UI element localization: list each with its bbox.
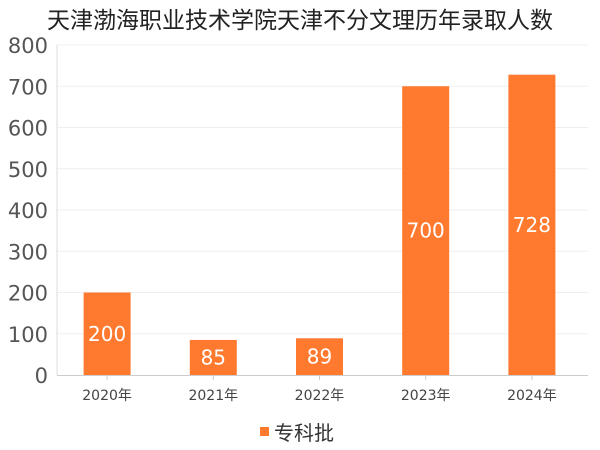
y-tick-label: 100 <box>8 323 48 347</box>
bar-2021年 <box>189 339 237 375</box>
bar-2020年 <box>83 292 131 375</box>
bar-value-label: 85 <box>201 345 226 369</box>
bar-value-label: 200 <box>88 322 126 346</box>
y-tick-label: 800 <box>8 34 48 58</box>
bars: 200 85 89 700 728 <box>83 74 556 375</box>
y-tick-label: 0 <box>35 364 48 388</box>
y-tick-label: 300 <box>8 240 48 264</box>
x-tick-label: 2022年 <box>295 388 345 404</box>
y-tick-label: 400 <box>8 199 48 223</box>
legend-swatch <box>260 427 269 436</box>
x-axis: 2020年 2021年 2022年 2023年 2024年 <box>57 375 588 404</box>
bar-value-label: 728 <box>513 213 551 237</box>
gridlines <box>57 44 588 335</box>
legend: 专科批 <box>260 421 334 445</box>
bar-2022年 <box>296 338 343 375</box>
x-tick-label: 2021年 <box>188 388 238 404</box>
bar-2024年 <box>508 74 556 375</box>
x-tick-label: 2024年 <box>507 388 557 404</box>
chart-title: 天津渤海职业技术学院天津不分文理历年录取人数 <box>47 8 553 34</box>
bar-value-label: 700 <box>407 219 445 243</box>
x-tick-label: 2020年 <box>82 388 132 404</box>
y-tick-label: 200 <box>8 282 48 306</box>
y-tick-label: 600 <box>8 117 48 141</box>
y-axis: 0 100 200 300 400 500 600 700 800 <box>8 34 58 388</box>
bar-2023年 <box>402 86 450 375</box>
bar-value-label: 89 <box>307 345 332 369</box>
y-tick-label: 500 <box>8 158 48 182</box>
y-tick-label: 700 <box>8 75 48 99</box>
legend-label: 专科批 <box>274 421 334 445</box>
x-tick-label: 2023年 <box>401 388 451 404</box>
